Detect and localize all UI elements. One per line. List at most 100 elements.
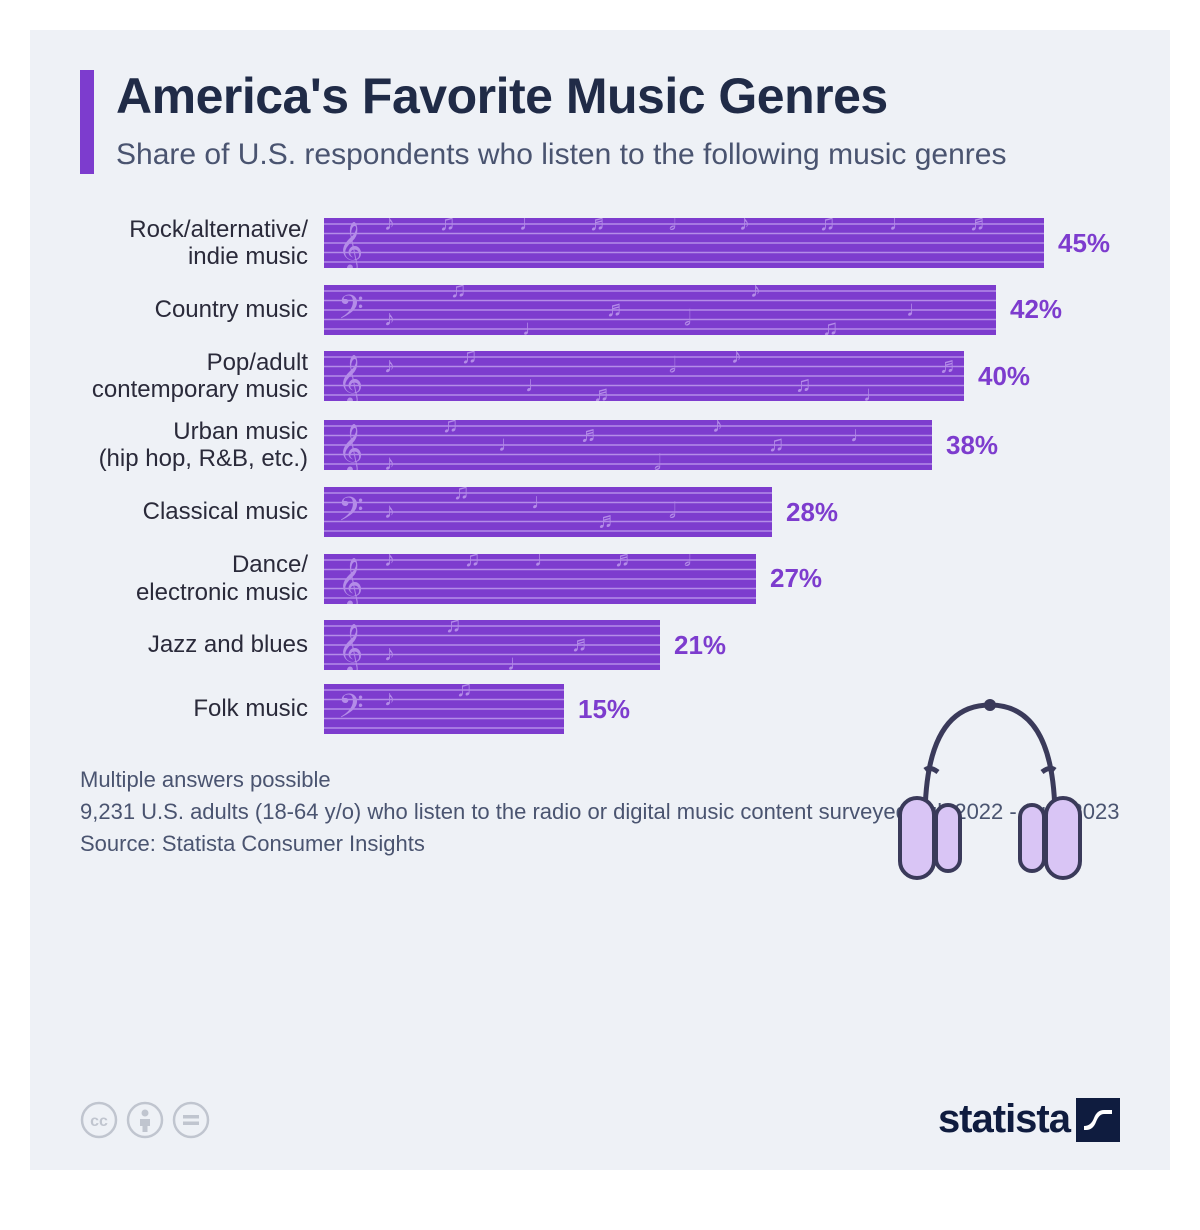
chart-title: America's Favorite Music Genres (116, 70, 1006, 123)
svg-text:♫: ♫ (795, 372, 812, 397)
bar-row: Dance/electronic music𝄞♪♫♩♬𝅗𝅥27% (80, 551, 1120, 606)
svg-text:♬: ♬ (571, 631, 593, 656)
svg-text:♪: ♪ (739, 218, 750, 235)
bar-track: 𝄞♪♫♩♬𝅗𝅥♪♫♩♬ (324, 218, 1044, 268)
svg-text:𝄞: 𝄞 (338, 424, 363, 470)
svg-text:𝅗𝅥: 𝅗𝅥 (669, 353, 676, 378)
svg-text:𝅗𝅥: 𝅗𝅥 (654, 450, 661, 470)
svg-text:♩: ♩ (534, 554, 556, 571)
svg-text:♩: ♩ (531, 489, 553, 514)
svg-text:♩: ♩ (498, 431, 520, 456)
svg-text:♩: ♩ (906, 296, 928, 321)
svg-text:♩: ♩ (519, 218, 541, 235)
bar-value: 42% (1010, 294, 1062, 325)
svg-text:♩: ♩ (889, 218, 911, 235)
bar-track: 𝄞 ♪ ♫ ♩ ♬ (324, 620, 660, 670)
svg-text:𝄞: 𝄞 (338, 222, 363, 268)
bar-fill: 𝄞♪♫♩♬𝅗𝅥♪♫♩♬ (324, 218, 1044, 268)
bar-label: Folk music (80, 695, 310, 723)
svg-text:♪: ♪ (731, 351, 742, 368)
svg-text:♩: ♩ (863, 381, 885, 401)
svg-text:𝄞: 𝄞 (338, 624, 363, 670)
bar-label: Jazz and blues (80, 631, 310, 659)
bar-fill: 𝄞♪♫♩♬𝅗𝅥♪♫♩♬ (324, 351, 964, 401)
bar-value: 38% (946, 430, 998, 461)
bar-row: Classical music𝄢♪♫♩♬𝅗𝅥28% (80, 487, 1120, 537)
svg-text:♫: ♫ (445, 620, 462, 637)
bar-label: Country music (80, 296, 310, 324)
svg-text:𝄢: 𝄢 (338, 688, 364, 733)
bottom-row: cc statista (80, 1097, 1120, 1142)
svg-text:♩: ♩ (850, 422, 872, 447)
svg-text:♫: ♫ (450, 285, 467, 302)
svg-text:𝄞: 𝄞 (338, 355, 363, 401)
bar-label: Pop/adultcontemporary music (80, 349, 310, 404)
svg-text:♪: ♪ (384, 218, 395, 235)
cc-icon: cc (80, 1101, 118, 1139)
bar-track: 𝄞♪♫♩♬𝅗𝅥 (324, 554, 756, 604)
bar-value: 15% (578, 694, 630, 725)
svg-text:𝅗𝅥: 𝅗𝅥 (684, 554, 691, 571)
header-accent-bar (80, 70, 94, 174)
svg-text:♩: ♩ (525, 372, 547, 397)
chart-subtitle: Share of U.S. respondents who listen to … (116, 135, 1006, 174)
svg-text:♬: ♬ (597, 508, 619, 533)
svg-text:♩: ♩ (522, 315, 544, 335)
bar-fill: 𝄢 ♪ ♫ ♩ ♬ 𝅗𝅥 ♪ ♫ ♩ (324, 285, 996, 335)
statista-logo: statista (938, 1097, 1120, 1142)
svg-text:𝅗𝅥: 𝅗𝅥 (684, 305, 691, 330)
svg-text:♬: ♬ (614, 554, 636, 571)
svg-text:♫: ♫ (453, 487, 470, 504)
bar-value: 40% (978, 361, 1030, 392)
bar-label: Urban music(hip hop, R&B, etc.) (80, 418, 310, 473)
svg-text:♫: ♫ (768, 431, 785, 456)
svg-text:♪: ♪ (384, 450, 395, 470)
svg-text:cc: cc (90, 1113, 108, 1130)
bar-label: Classical music (80, 498, 310, 526)
svg-text:♪: ♪ (712, 420, 723, 437)
svg-text:♫: ♫ (822, 315, 839, 335)
nd-icon (172, 1101, 210, 1139)
bar-chart: Rock/alternative/indie music 𝄞 ♪ ♫ ♩ ♬ 𝅗𝅥 ♪ ♫ ♩ ♬ 4… (80, 216, 1120, 735)
bar-track: 𝄢♪♫ (324, 684, 564, 734)
bar-track: 𝄢 ♪ ♫ ♩ ♬ 𝅗𝅥 ♪ ♫ ♩ (324, 285, 996, 335)
svg-text:♫: ♫ (439, 218, 456, 235)
svg-text:♬: ♬ (593, 381, 615, 401)
by-icon (126, 1101, 164, 1139)
bar-fill: 𝄢♪♫ (324, 684, 564, 734)
svg-text:♫: ♫ (456, 684, 473, 701)
bar-row: Pop/adultcontemporary music𝄞♪♫♩♬𝅗𝅥♪♫♩♬40… (80, 349, 1120, 404)
bar-row: Country music 𝄢 ♪ ♫ ♩ ♬ 𝅗𝅥 ♪ ♫ ♩ 42% (80, 285, 1120, 335)
bar-fill: 𝄞 ♪ ♫ ♩ ♬ 𝅗𝅥 ♪ ♫ ♩ (324, 420, 932, 470)
svg-text:♪: ♪ (384, 305, 395, 330)
svg-text:♫: ♫ (442, 420, 459, 437)
svg-text:♬: ♬ (580, 422, 602, 447)
svg-text:♪: ♪ (384, 353, 395, 378)
svg-text:𝄢: 𝄢 (338, 491, 364, 536)
bar-row: Rock/alternative/indie music𝄞♪♫♩♬𝅗𝅥♪♫♩♬4… (80, 216, 1120, 271)
bar-fill: 𝄞 ♪ ♫ ♩ ♬ (324, 620, 660, 670)
bar-track: 𝄢♪♫♩♬𝅗𝅥 (324, 487, 772, 537)
logo-text: statista (938, 1097, 1070, 1142)
infographic-container: America's Favorite Music Genres Share of… (30, 30, 1170, 1170)
svg-text:♪: ♪ (384, 554, 395, 571)
header: America's Favorite Music Genres Share of… (80, 70, 1120, 174)
svg-text:♪: ♪ (384, 641, 395, 666)
bar-value: 28% (786, 497, 838, 528)
bar-track: 𝄞♪♫♩♬𝅗𝅥♪♫♩♬ (324, 351, 964, 401)
license-icons: cc (80, 1101, 210, 1139)
svg-text:♬: ♬ (606, 296, 628, 321)
headphones-icon (880, 670, 1100, 890)
svg-text:𝅗𝅥: 𝅗𝅥 (669, 498, 676, 523)
svg-text:♪: ♪ (750, 285, 761, 302)
svg-text:𝅗𝅥: 𝅗𝅥 (669, 218, 676, 235)
bar-value: 21% (674, 630, 726, 661)
svg-text:♫: ♫ (464, 554, 481, 571)
svg-text:♫: ♫ (819, 218, 836, 235)
svg-text:𝄢: 𝄢 (338, 289, 364, 334)
bar-row: Urban music(hip hop, R&B, etc.) 𝄞 ♪ ♫ ♩ ♬ 𝅗𝅥 ♪ ♫… (80, 418, 1120, 473)
bar-label: Rock/alternative/indie music (80, 216, 310, 271)
svg-text:♫: ♫ (461, 351, 478, 368)
bar-fill: 𝄞♪♫♩♬𝅗𝅥 (324, 554, 756, 604)
svg-text:♩: ♩ (507, 650, 529, 670)
